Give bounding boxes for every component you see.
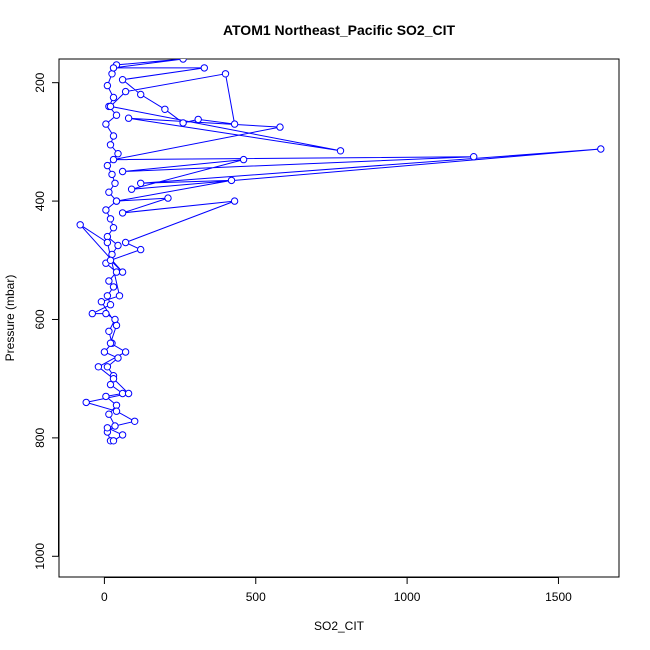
data-point (109, 437, 118, 445)
data-point (118, 167, 127, 176)
data-point (106, 256, 115, 264)
data-point (276, 123, 284, 131)
data-point (131, 417, 139, 425)
data-point (121, 348, 130, 356)
data-point (105, 410, 113, 418)
data-point (103, 81, 112, 90)
data-point (100, 348, 109, 356)
data-point (106, 215, 115, 223)
data-point (109, 224, 118, 232)
data-point (336, 147, 345, 155)
y-axis-label: Pressure (mbar) (3, 275, 17, 362)
data-point (114, 241, 122, 250)
plot-frame (58, 58, 620, 578)
data-point (112, 197, 121, 205)
data-point (115, 292, 124, 300)
data-point (114, 354, 122, 362)
data-point (121, 87, 130, 96)
data-point (111, 422, 119, 430)
data-point (118, 268, 127, 276)
data-point (106, 102, 115, 111)
data-point (127, 185, 136, 193)
data-point (102, 392, 110, 401)
y-tick-label: 600 (33, 309, 47, 329)
data-point (200, 64, 209, 72)
data-point (88, 309, 97, 318)
data-point (102, 120, 110, 128)
data-point (106, 380, 115, 389)
y-tick-label: 800 (33, 428, 47, 448)
data-point (597, 145, 605, 153)
data-point (112, 268, 121, 276)
x-tick-label: 1500 (545, 590, 572, 604)
data-point (221, 70, 230, 78)
data-point (179, 119, 187, 127)
data-point (108, 250, 116, 259)
data-point (103, 161, 112, 170)
series-group (76, 59, 605, 445)
data-point (114, 150, 122, 158)
data-point (112, 321, 121, 330)
x-tick-label: 1000 (394, 590, 421, 604)
data-point (230, 197, 239, 205)
data-point (111, 179, 119, 188)
data-point (97, 298, 106, 306)
data-point (124, 389, 133, 398)
x-axis: 0 500 1000 1500 (101, 577, 572, 604)
data-point (106, 141, 115, 149)
x-axis-label: SO2_CIT (314, 619, 365, 633)
data-point (105, 327, 113, 335)
data-point (137, 90, 145, 99)
data-point (105, 188, 113, 196)
data-point (137, 179, 145, 188)
data-point (108, 70, 116, 78)
data-point (105, 277, 113, 285)
data-point (118, 76, 127, 84)
y-tick-label: 400 (33, 191, 47, 211)
data-point (108, 170, 116, 179)
y-tick-label: 1000 (33, 543, 47, 570)
data-point (470, 153, 478, 161)
data-point (106, 301, 115, 309)
data-point (103, 424, 112, 432)
data-point (164, 194, 172, 202)
data-point (103, 363, 112, 371)
data-point (109, 132, 118, 140)
data-point (118, 209, 127, 217)
data-point (118, 431, 127, 439)
data-point (227, 176, 236, 185)
data-point (109, 93, 118, 102)
data-point (112, 407, 121, 415)
chart-title: ATOM1 Northeast_Pacific SO2_CIT (223, 22, 456, 38)
data-point (76, 221, 84, 229)
data-point (137, 245, 145, 254)
data-point (82, 398, 90, 407)
data-point (161, 105, 169, 114)
data-point (103, 292, 112, 300)
data-point (109, 283, 118, 291)
data-point (102, 309, 110, 318)
data-point (102, 206, 110, 214)
data-point (121, 238, 130, 247)
data-point (103, 238, 112, 247)
data-point (239, 155, 248, 164)
data-point (109, 375, 118, 383)
data-point (109, 155, 118, 164)
series-line (79, 59, 601, 442)
data-point (230, 120, 239, 128)
data-point (179, 59, 187, 63)
x-tick-label: 0 (101, 590, 108, 604)
y-axis: 200 400 600 800 1000 (33, 72, 59, 570)
data-point (118, 389, 127, 398)
data-point (111, 315, 119, 324)
x-tick-label: 500 (246, 590, 266, 604)
data-point (124, 114, 133, 122)
data-point (94, 363, 103, 371)
data-point (109, 64, 118, 72)
data-point (106, 339, 115, 347)
data-point (112, 111, 121, 119)
y-tick-label: 200 (33, 72, 47, 92)
data-point (194, 115, 202, 124)
